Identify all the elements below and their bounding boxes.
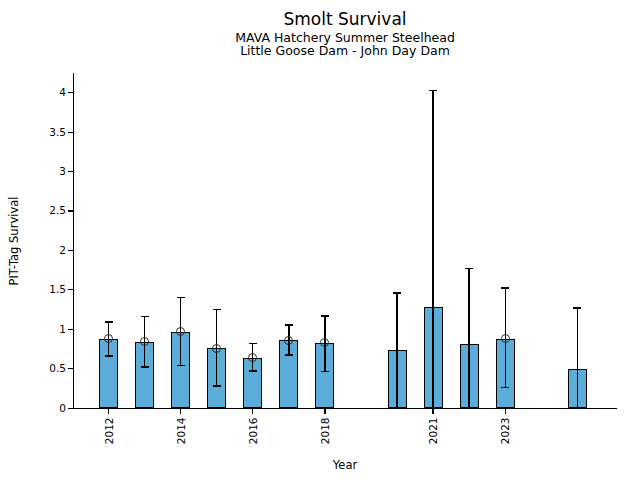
chart-figure: Smolt Survival MAVA Hatchery Summer Stee…	[0, 0, 640, 480]
y-tick	[68, 368, 73, 369]
x-tick-label: 2021	[427, 418, 440, 458]
x-tick-label: 2018	[318, 418, 331, 458]
x-tick-label: 2014	[174, 418, 187, 458]
y-tick-label: 0.5	[20, 362, 66, 375]
y-tick	[68, 92, 73, 93]
x-axis-line	[73, 408, 618, 409]
error-cap-lower-2012	[105, 355, 113, 357]
y-tick-label: 1	[20, 323, 66, 336]
x-tick	[252, 409, 253, 414]
point-marker-2023	[501, 334, 510, 343]
error-cap-upper-2014	[177, 297, 185, 299]
error-cap-lower-2014	[177, 365, 185, 367]
y-tick-label: 2.5	[20, 204, 66, 217]
error-cap-lower-2013	[141, 366, 149, 368]
error-cap-upper-2016	[249, 343, 257, 345]
error-bar-2020	[396, 293, 397, 408]
y-tick-label: 0	[20, 402, 66, 415]
error-cap-upper-2015	[213, 309, 221, 311]
error-cap-upper-2021	[429, 90, 437, 92]
error-cap-lower-2017	[285, 354, 293, 356]
error-cap-lower-2018	[321, 371, 329, 373]
y-tick	[68, 408, 73, 409]
y-tick	[68, 329, 73, 330]
y-tick	[68, 289, 73, 290]
error-cap-upper-2025	[573, 307, 581, 309]
x-tick	[505, 409, 506, 414]
x-tick	[432, 409, 433, 414]
y-tick	[68, 132, 73, 133]
y-tick-label: 1.5	[20, 283, 66, 296]
y-tick-label: 3	[20, 165, 66, 178]
x-tick-label: 2016	[246, 418, 259, 458]
plot-area: 0 0.5 1 1.5 2 2.5 3 3.5 4 2012 2014 2016 2018 2021 202…	[0, 0, 640, 480]
y-tick-label: 3.5	[20, 126, 66, 139]
error-cap-upper-2023	[501, 287, 509, 289]
error-cap-lower-2023	[501, 387, 509, 389]
error-cap-upper-2017	[285, 324, 293, 326]
error-cap-upper-2020	[393, 292, 401, 294]
error-cap-upper-2018	[321, 315, 329, 317]
error-cap-upper-2022	[465, 268, 473, 270]
y-axis-line	[73, 73, 74, 408]
x-tick	[180, 409, 181, 414]
x-tick-label: 2023	[499, 418, 512, 458]
y-tick-label: 4	[20, 86, 66, 99]
y-tick	[68, 210, 73, 211]
y-tick	[68, 250, 73, 251]
error-cap-lower-2016	[249, 370, 257, 372]
point-marker-2015	[212, 344, 221, 353]
error-bar-2021	[432, 90, 433, 408]
y-tick	[68, 171, 73, 172]
x-tick	[108, 409, 109, 414]
error-bar-2025	[577, 308, 578, 408]
error-bar-2022	[468, 268, 469, 408]
error-cap-lower-2015	[213, 385, 221, 387]
error-cap-upper-2012	[105, 321, 113, 323]
error-cap-upper-2013	[141, 316, 149, 318]
y-tick-label: 2	[20, 244, 66, 257]
x-tick-label: 2012	[102, 418, 115, 458]
point-marker-2017	[284, 336, 293, 345]
x-tick	[324, 409, 325, 414]
